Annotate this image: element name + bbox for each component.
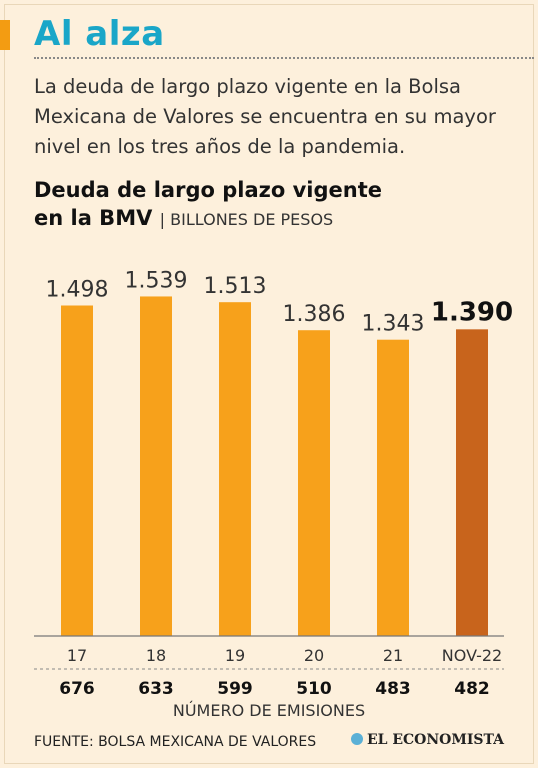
page-title: Al alza xyxy=(34,14,165,54)
category-label-0: 17 xyxy=(67,646,87,665)
value-label-4: 1.343 xyxy=(362,312,425,337)
bar-chart: 1.498 17 676 1.539 18 633 1.513 19 599 1.386 20 510… xyxy=(34,268,513,699)
bar-1 xyxy=(140,296,172,636)
emissions-value-2: 599 xyxy=(217,679,253,699)
chart-title-line1: Deuda de largo plazo vigente xyxy=(34,178,382,202)
emissions-label: NÚMERO DE EMISIONES xyxy=(172,701,366,720)
category-label-1: 18 xyxy=(146,646,166,665)
emissions-value-4: 483 xyxy=(375,679,411,699)
value-label-0: 1.498 xyxy=(46,278,109,303)
chart-unit-label: BILLONES DE PESOS xyxy=(170,210,334,229)
bar-3 xyxy=(298,330,330,636)
chart-title: Deuda de largo plazo vigente en la BMV |… xyxy=(34,176,382,234)
chart-title-line2: en la BMV xyxy=(34,206,153,230)
emissions-value-0: 676 xyxy=(59,679,95,699)
category-label-5: NOV-22 xyxy=(442,646,502,665)
intro-text: La deuda de largo plazo vigente en la Bo… xyxy=(34,75,496,158)
bar-0 xyxy=(61,305,93,636)
value-label-2: 1.513 xyxy=(204,274,267,299)
chart-unit: | BILLONES DE PESOS xyxy=(159,210,334,229)
bar-5 xyxy=(456,329,488,636)
emissions-value-5: 482 xyxy=(454,679,490,699)
value-label-1: 1.539 xyxy=(125,268,188,293)
brand-name: EL ECONOMISTA xyxy=(366,732,504,748)
bar-2 xyxy=(219,302,251,636)
brand-icon xyxy=(350,733,363,745)
emissions-value-1: 633 xyxy=(138,679,174,699)
emissions-value-3: 510 xyxy=(296,679,332,699)
bar-4 xyxy=(377,339,409,636)
brand-logo: EL ECONOMISTA xyxy=(350,732,504,748)
title-divider xyxy=(34,57,534,59)
value-label-3: 1.386 xyxy=(283,302,346,327)
value-label-5: 1.390 xyxy=(431,297,513,327)
category-label-3: 20 xyxy=(304,646,324,665)
category-label-4: 21 xyxy=(383,646,403,665)
source-note: FUENTE: BOLSA MEXICANA DE VALORES xyxy=(34,734,317,750)
accent-bar xyxy=(0,20,10,50)
category-label-2: 19 xyxy=(225,646,245,665)
